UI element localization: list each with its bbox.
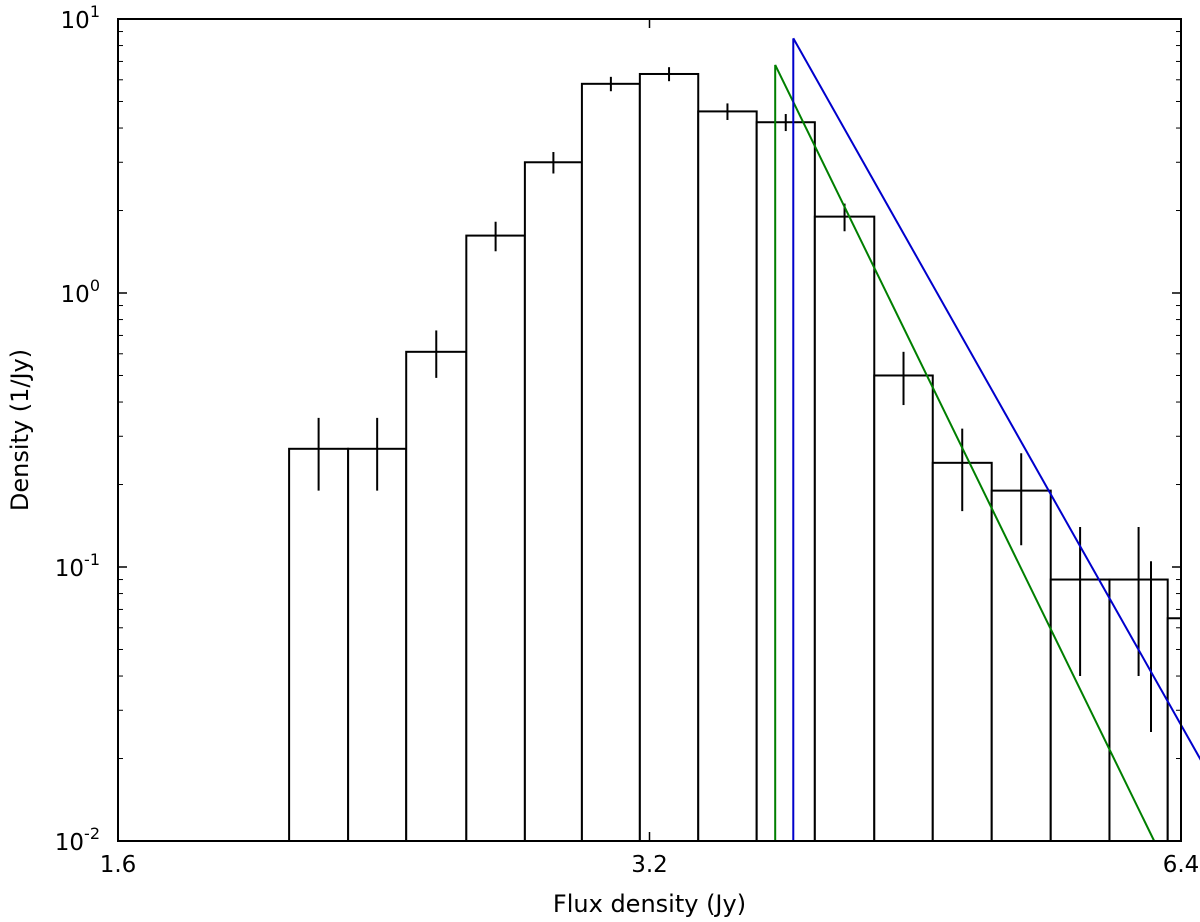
- fit-lines: [774, 37, 1200, 842]
- histogram-bar: [465, 234, 526, 842]
- y-tick-label: 10-1: [55, 550, 100, 582]
- histogram-bar: [873, 374, 934, 842]
- histogram-bar: [523, 161, 583, 842]
- histogram-bars: [288, 72, 1182, 843]
- y-tick-exponent: 1: [90, 2, 100, 21]
- histogram-bar: [697, 110, 758, 842]
- error-bars: [317, 67, 1152, 732]
- y-tick-exponent: 0: [90, 276, 100, 295]
- y-tick-base: 10: [55, 556, 84, 582]
- y-tick-base: 10: [61, 8, 90, 34]
- histogram-bar: [931, 461, 993, 842]
- y-tick-base: 10: [61, 282, 90, 308]
- histogram-bar: [755, 121, 816, 843]
- histogram-bar: [405, 350, 468, 842]
- y-tick-exponent: -1: [84, 550, 100, 569]
- histogram-bar: [580, 82, 641, 842]
- histogram-bar: [288, 447, 350, 842]
- y-tick-label: 100: [61, 276, 100, 308]
- histogram-bar: [813, 215, 876, 842]
- y-tick-base: 10: [55, 830, 84, 856]
- x-tick-label: 1.6: [100, 852, 137, 878]
- y-tick-exponent: -2: [84, 824, 100, 843]
- histogram-bar: [347, 447, 408, 842]
- histogram-bar: [1166, 617, 1182, 842]
- x-tick-label: 3.2: [631, 852, 668, 878]
- x-tick-label: 6.4: [1163, 852, 1200, 878]
- x-tick-labels: 1.6 3.2 6.4: [100, 852, 1200, 878]
- axis-ticks: [117, 18, 1182, 842]
- y-axis-label: Density (1/Jy): [6, 349, 34, 511]
- x-axis-label: Flux density (Jy): [553, 890, 746, 918]
- histogram-bar: [990, 489, 1052, 842]
- y-tick-label: 10-2: [55, 824, 100, 856]
- fit-line: [792, 37, 1200, 761]
- y-tick-label: 101: [61, 2, 100, 34]
- fit-line: [774, 64, 1156, 842]
- histogram-bar: [638, 72, 700, 842]
